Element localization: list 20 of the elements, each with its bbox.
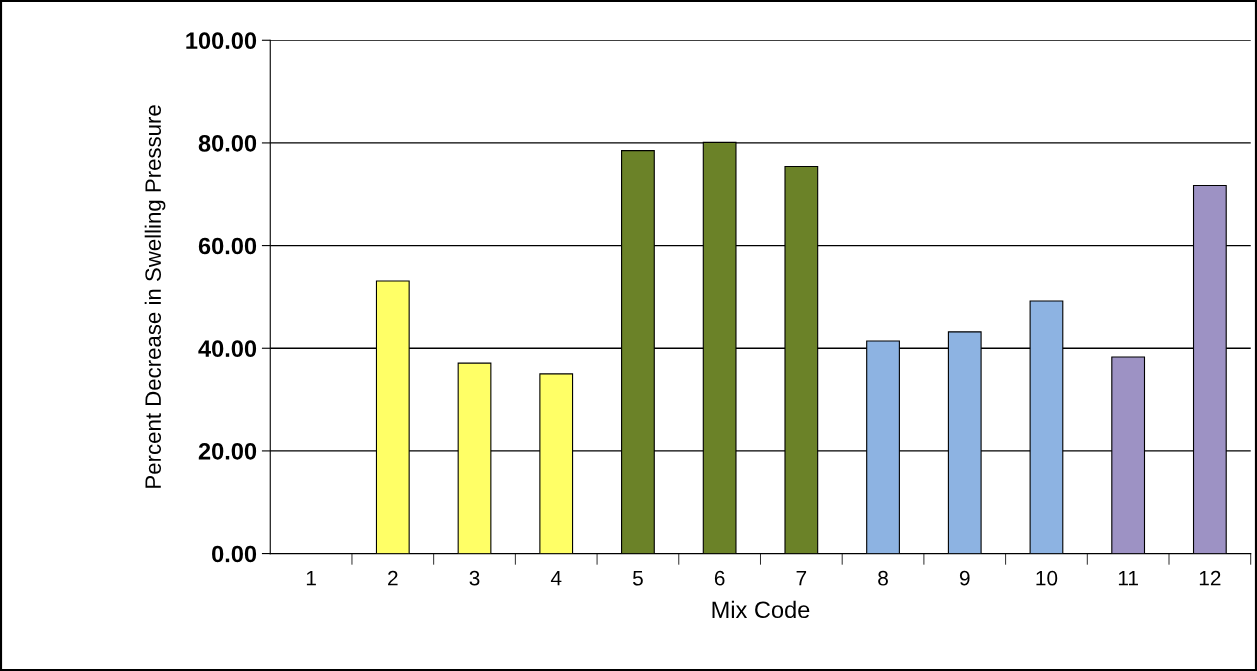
- y-tick-label: 40.00: [198, 340, 257, 358]
- x-tick-label: 8: [878, 570, 888, 586]
- y-axis-title: Percent Decrease in Swelling Pressure: [144, 105, 166, 488]
- y-tick-label: 80.00: [198, 134, 257, 152]
- x-axis-title: Mix Code: [712, 600, 810, 619]
- y-tick-label: 100.00: [186, 32, 257, 50]
- x-tick-label: 7: [796, 571, 807, 586]
- y-tick-label: 60.00: [198, 237, 257, 255]
- x-tick-label: 5: [632, 571, 643, 586]
- x-tick-label: 12: [1199, 570, 1221, 586]
- x-tick-label: 9: [959, 570, 970, 586]
- y-tick-label: 0.00: [212, 545, 257, 563]
- x-tick-label: 3: [469, 570, 480, 586]
- x-tick-label: 1: [306, 571, 316, 586]
- x-tick-label: 4: [550, 571, 562, 586]
- y-tick-label: 20.00: [198, 442, 257, 460]
- x-tick-label: 11: [1118, 571, 1138, 586]
- x-tick-label: 2: [388, 570, 398, 586]
- x-tick-label: 6: [714, 570, 725, 586]
- x-tick-label: 10: [1036, 570, 1058, 586]
